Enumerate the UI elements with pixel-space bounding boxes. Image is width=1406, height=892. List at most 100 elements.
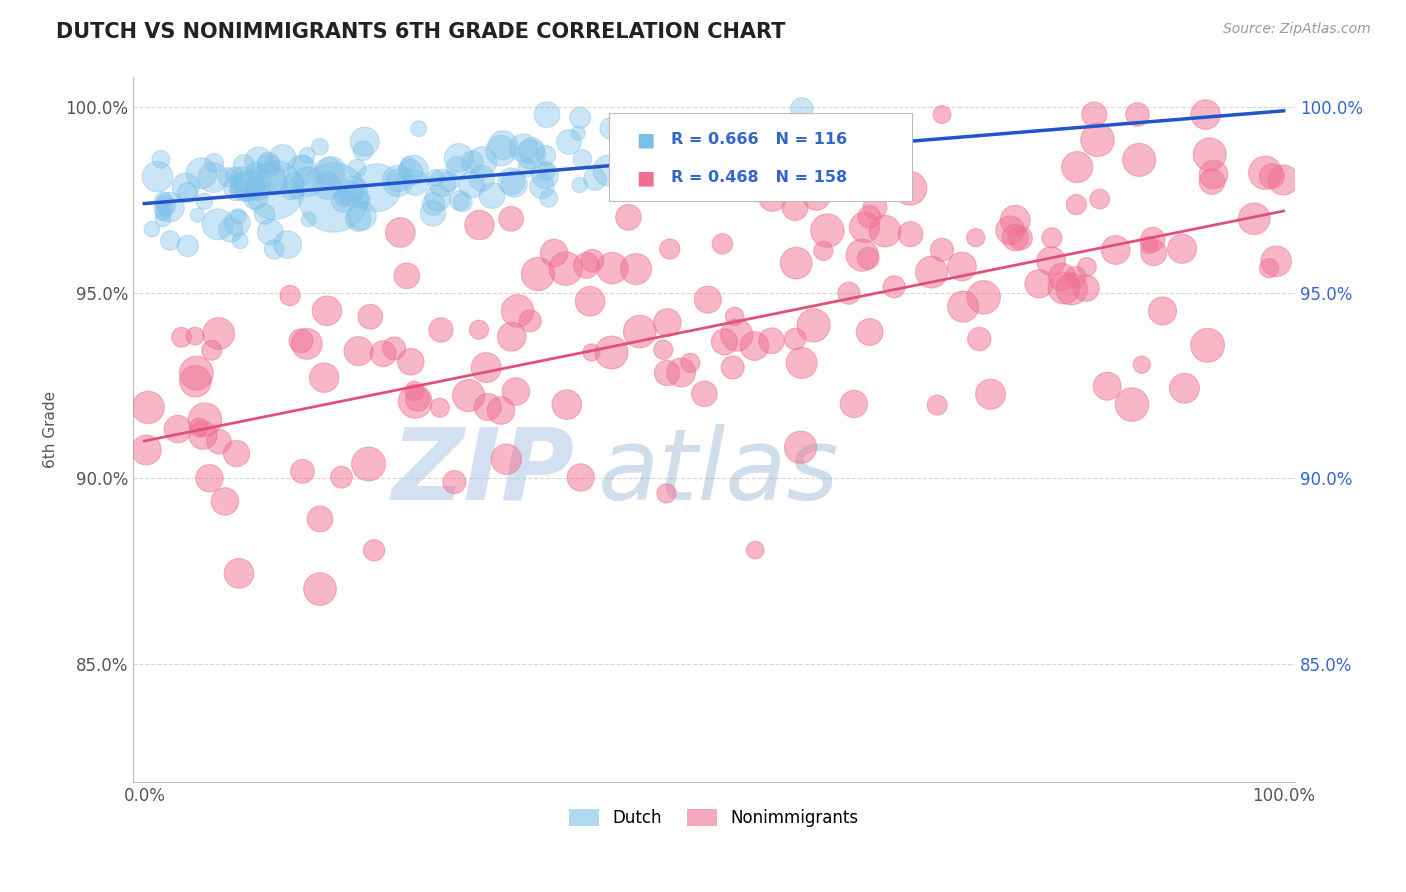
- Point: [853, 220, 876, 235]
- Point: [226, 216, 249, 230]
- Text: ■: ■: [636, 168, 654, 187]
- Point: [468, 218, 491, 232]
- Point: [543, 246, 565, 260]
- Point: [558, 135, 581, 149]
- Point: [1137, 238, 1160, 252]
- Point: [1171, 242, 1194, 256]
- Point: [815, 224, 838, 238]
- Point: [617, 211, 640, 225]
- Point: [489, 144, 512, 158]
- Point: [259, 225, 281, 239]
- Point: [395, 268, 418, 283]
- Point: [404, 176, 426, 190]
- Point: [177, 239, 200, 253]
- Point: [359, 310, 381, 324]
- Point: [437, 175, 460, 189]
- Point: [927, 398, 949, 412]
- Point: [373, 346, 395, 360]
- Point: [520, 147, 543, 161]
- Point: [193, 194, 215, 209]
- Text: DUTCH VS NONIMMIGRANTS 6TH GRADE CORRELATION CHART: DUTCH VS NONIMMIGRANTS 6TH GRADE CORRELA…: [56, 22, 786, 42]
- Point: [503, 177, 526, 191]
- Point: [725, 328, 748, 343]
- Point: [190, 166, 212, 180]
- Point: [430, 323, 453, 337]
- Point: [512, 141, 534, 155]
- Point: [728, 146, 751, 161]
- Point: [406, 392, 429, 407]
- Point: [856, 252, 879, 266]
- Y-axis label: 6th Grade: 6th Grade: [44, 392, 58, 468]
- Point: [875, 224, 897, 238]
- Point: [1060, 282, 1083, 296]
- Point: [285, 185, 308, 199]
- Point: [863, 200, 886, 214]
- Point: [652, 343, 675, 357]
- Point: [207, 217, 229, 231]
- Point: [247, 153, 270, 168]
- Point: [785, 256, 807, 270]
- Point: [1040, 254, 1063, 268]
- Point: [1197, 338, 1219, 352]
- Point: [657, 316, 679, 330]
- Point: [1105, 243, 1128, 257]
- Point: [157, 200, 180, 214]
- Point: [1254, 166, 1277, 180]
- Point: [404, 384, 426, 398]
- Point: [247, 181, 270, 195]
- Point: [135, 442, 157, 457]
- Point: [191, 428, 214, 442]
- Point: [950, 260, 973, 274]
- Point: [789, 440, 811, 454]
- Point: [952, 300, 974, 314]
- Point: [404, 394, 426, 409]
- Point: [505, 384, 527, 399]
- Point: [658, 242, 681, 256]
- Point: [451, 195, 474, 210]
- Point: [530, 179, 553, 194]
- Point: [624, 262, 647, 277]
- Point: [232, 158, 254, 172]
- Point: [152, 205, 174, 219]
- Point: [655, 366, 678, 380]
- Point: [806, 189, 828, 203]
- Point: [602, 261, 624, 276]
- Point: [1095, 379, 1118, 393]
- Point: [969, 332, 991, 346]
- Point: [1076, 260, 1098, 274]
- Point: [1004, 213, 1026, 227]
- Point: [1258, 261, 1281, 276]
- Point: [554, 261, 576, 276]
- Point: [278, 288, 301, 302]
- Point: [696, 293, 718, 307]
- Point: [555, 398, 578, 412]
- Point: [194, 412, 217, 426]
- Point: [396, 157, 419, 171]
- Point: [785, 332, 807, 346]
- Point: [271, 151, 294, 165]
- Point: [628, 325, 651, 339]
- Point: [318, 165, 340, 179]
- Point: [536, 108, 558, 122]
- Point: [537, 191, 560, 205]
- Point: [260, 172, 283, 186]
- Point: [471, 154, 494, 169]
- Point: [501, 211, 523, 226]
- Point: [1142, 232, 1164, 246]
- Point: [426, 191, 449, 205]
- Point: [790, 356, 813, 370]
- FancyBboxPatch shape: [609, 112, 911, 201]
- Point: [214, 494, 236, 508]
- Point: [520, 144, 543, 158]
- Point: [519, 314, 541, 328]
- Point: [224, 169, 246, 183]
- Point: [1066, 160, 1088, 174]
- Point: [495, 452, 517, 467]
- Point: [298, 212, 321, 227]
- Point: [1261, 169, 1284, 183]
- Point: [721, 360, 744, 375]
- Point: [516, 161, 538, 175]
- Point: [291, 158, 314, 172]
- Point: [217, 170, 239, 185]
- Point: [898, 181, 921, 195]
